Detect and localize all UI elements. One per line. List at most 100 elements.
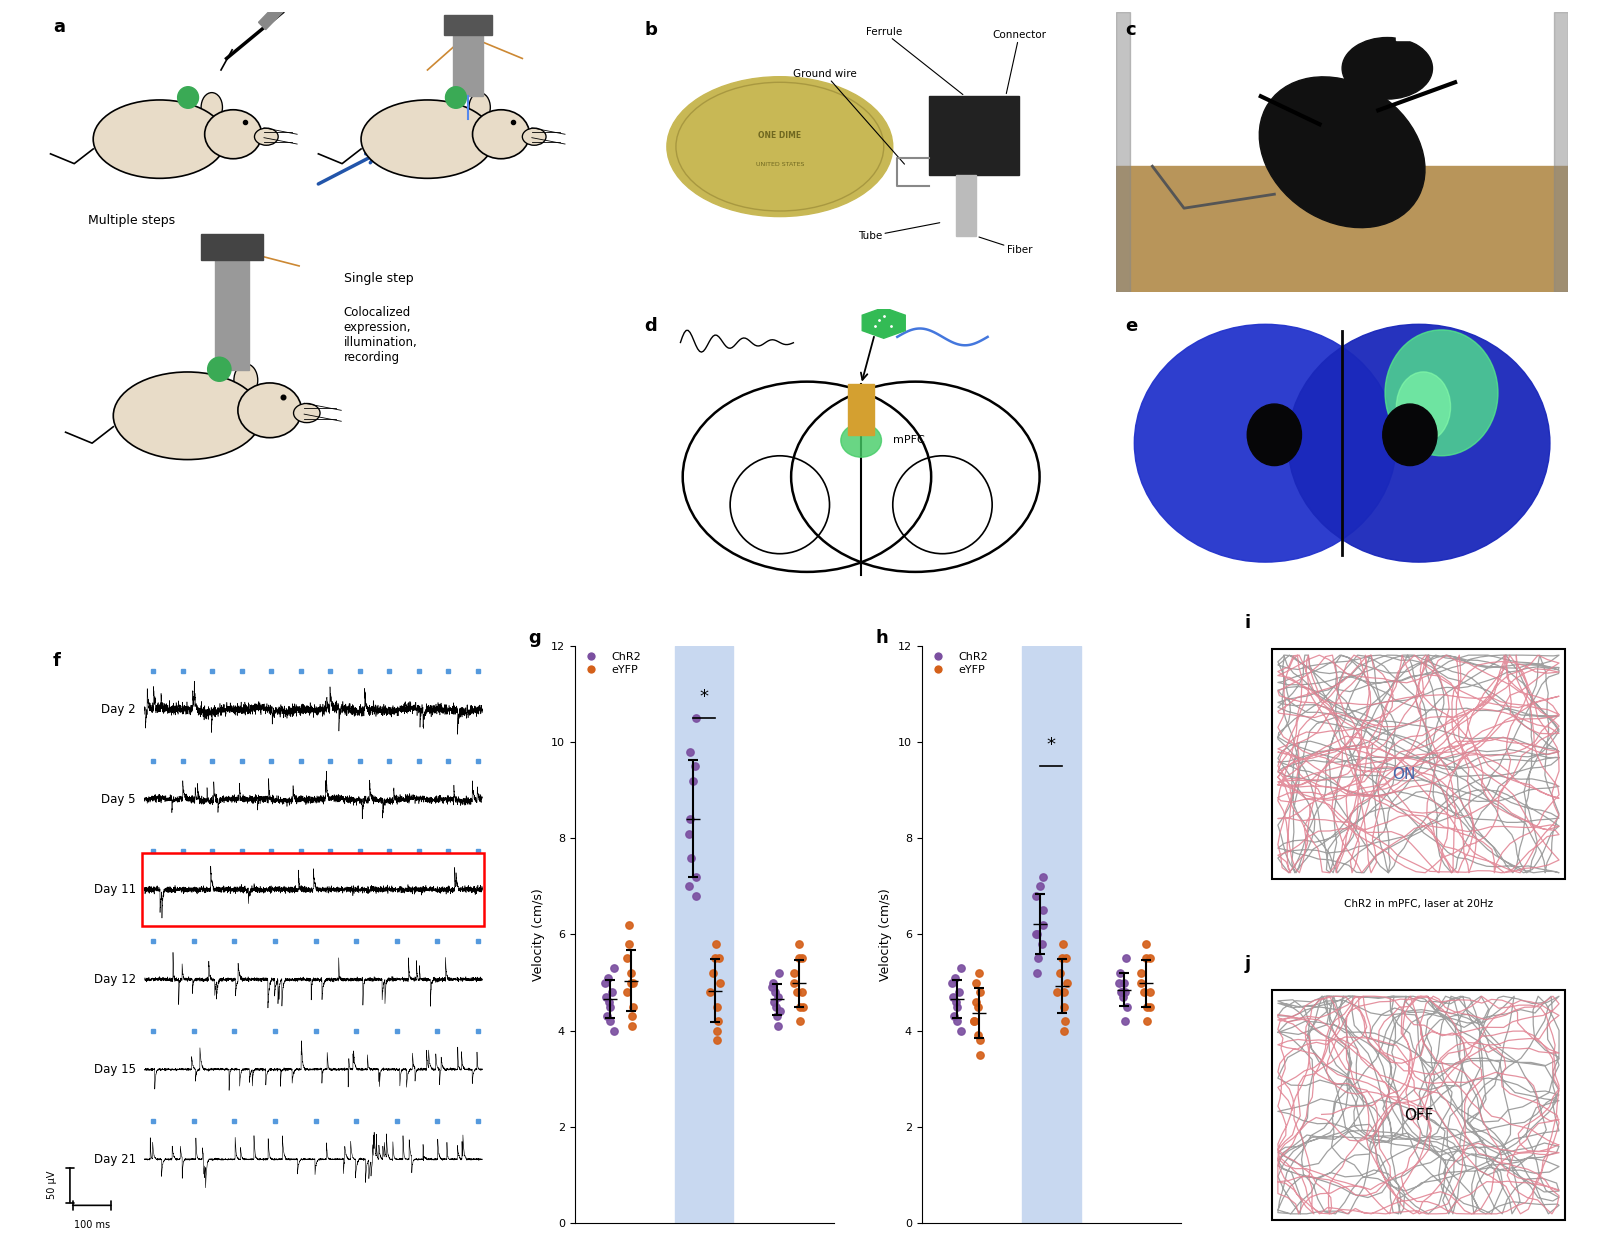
Point [762,992,787,1011]
Point [1030,900,1056,920]
Text: Single step: Single step [344,272,413,285]
Bar [1022,646,1080,1223]
Ellipse shape [1397,372,1451,442]
Point [1030,867,1056,887]
Point [682,757,707,777]
Point [594,1007,619,1026]
Point [949,1020,974,1040]
Text: g: g [528,629,541,647]
Ellipse shape [254,128,278,146]
Bar [675,646,733,1223]
Point [760,973,786,993]
Point [766,963,792,983]
Text: b: b [645,21,658,38]
Point [602,1020,627,1040]
Text: Fiber: Fiber [979,237,1032,256]
Point [704,1030,730,1050]
Circle shape [445,86,466,109]
Point [704,997,730,1016]
Ellipse shape [1134,325,1397,562]
Text: *: * [699,688,709,706]
Point [616,934,642,953]
Point [602,958,627,978]
Point [678,847,704,867]
Point [1030,915,1056,935]
Text: *: * [1046,736,1056,755]
Point [1053,1011,1078,1031]
Point [704,1020,730,1040]
Point [701,963,726,983]
Point [704,934,730,953]
Point [1114,997,1139,1016]
Point [944,992,970,1011]
Point [1128,973,1154,993]
Bar [202,235,262,261]
Text: Day 15: Day 15 [94,1063,136,1076]
Point [1136,948,1162,968]
Ellipse shape [93,100,226,178]
Point [1026,948,1051,968]
Point [1024,963,1050,983]
Point [706,1011,731,1031]
Point [1051,1020,1077,1040]
Point [675,824,701,844]
Ellipse shape [362,100,494,178]
Point [680,771,706,790]
Y-axis label: Velocity (cm/s): Velocity (cm/s) [533,888,546,981]
Text: Day 12: Day 12 [94,973,136,986]
Point [1024,925,1050,945]
Point [942,968,968,988]
Point [1029,934,1054,953]
Point [677,877,702,897]
Point [1107,973,1133,993]
Point [597,997,622,1016]
Text: d: d [645,317,658,336]
Bar [259,0,288,30]
Point [1109,982,1134,1002]
Point [766,1002,792,1021]
Ellipse shape [234,364,258,396]
Text: OFF: OFF [1403,1108,1434,1123]
Point [683,887,709,906]
Point [962,1011,987,1031]
Point [592,973,618,993]
Point [944,1011,970,1031]
Ellipse shape [522,128,546,146]
Text: h: h [875,629,888,647]
Point [784,982,810,1002]
Text: 50 μV: 50 μV [46,1171,56,1199]
Point [1138,997,1163,1016]
Text: c: c [1125,21,1136,38]
Bar [957,174,976,236]
Point [614,982,640,1002]
Point [1133,948,1158,968]
Circle shape [208,357,230,382]
Point [702,948,728,968]
Ellipse shape [114,372,262,459]
Point [1131,982,1157,1002]
Text: a: a [53,19,66,36]
Point [1024,925,1050,945]
Legend: ChR2, eYFP: ChR2, eYFP [581,652,642,676]
Ellipse shape [238,383,301,437]
Ellipse shape [472,110,530,159]
Point [965,997,990,1016]
Ellipse shape [202,93,222,122]
Point [1128,963,1154,983]
Point [598,982,624,1002]
Point [677,742,702,762]
Bar [445,15,491,36]
Text: Day 5: Day 5 [101,793,136,806]
Point [765,987,790,1007]
Point [1112,1011,1138,1031]
Ellipse shape [842,424,882,457]
Point [621,997,646,1016]
Point [707,948,733,968]
Point [614,948,640,968]
Text: ONE DIME: ONE DIME [758,131,802,141]
Text: Tube: Tube [858,222,939,241]
Bar [453,21,483,96]
Point [677,809,702,829]
Point [941,1007,966,1026]
Point [1112,973,1138,993]
